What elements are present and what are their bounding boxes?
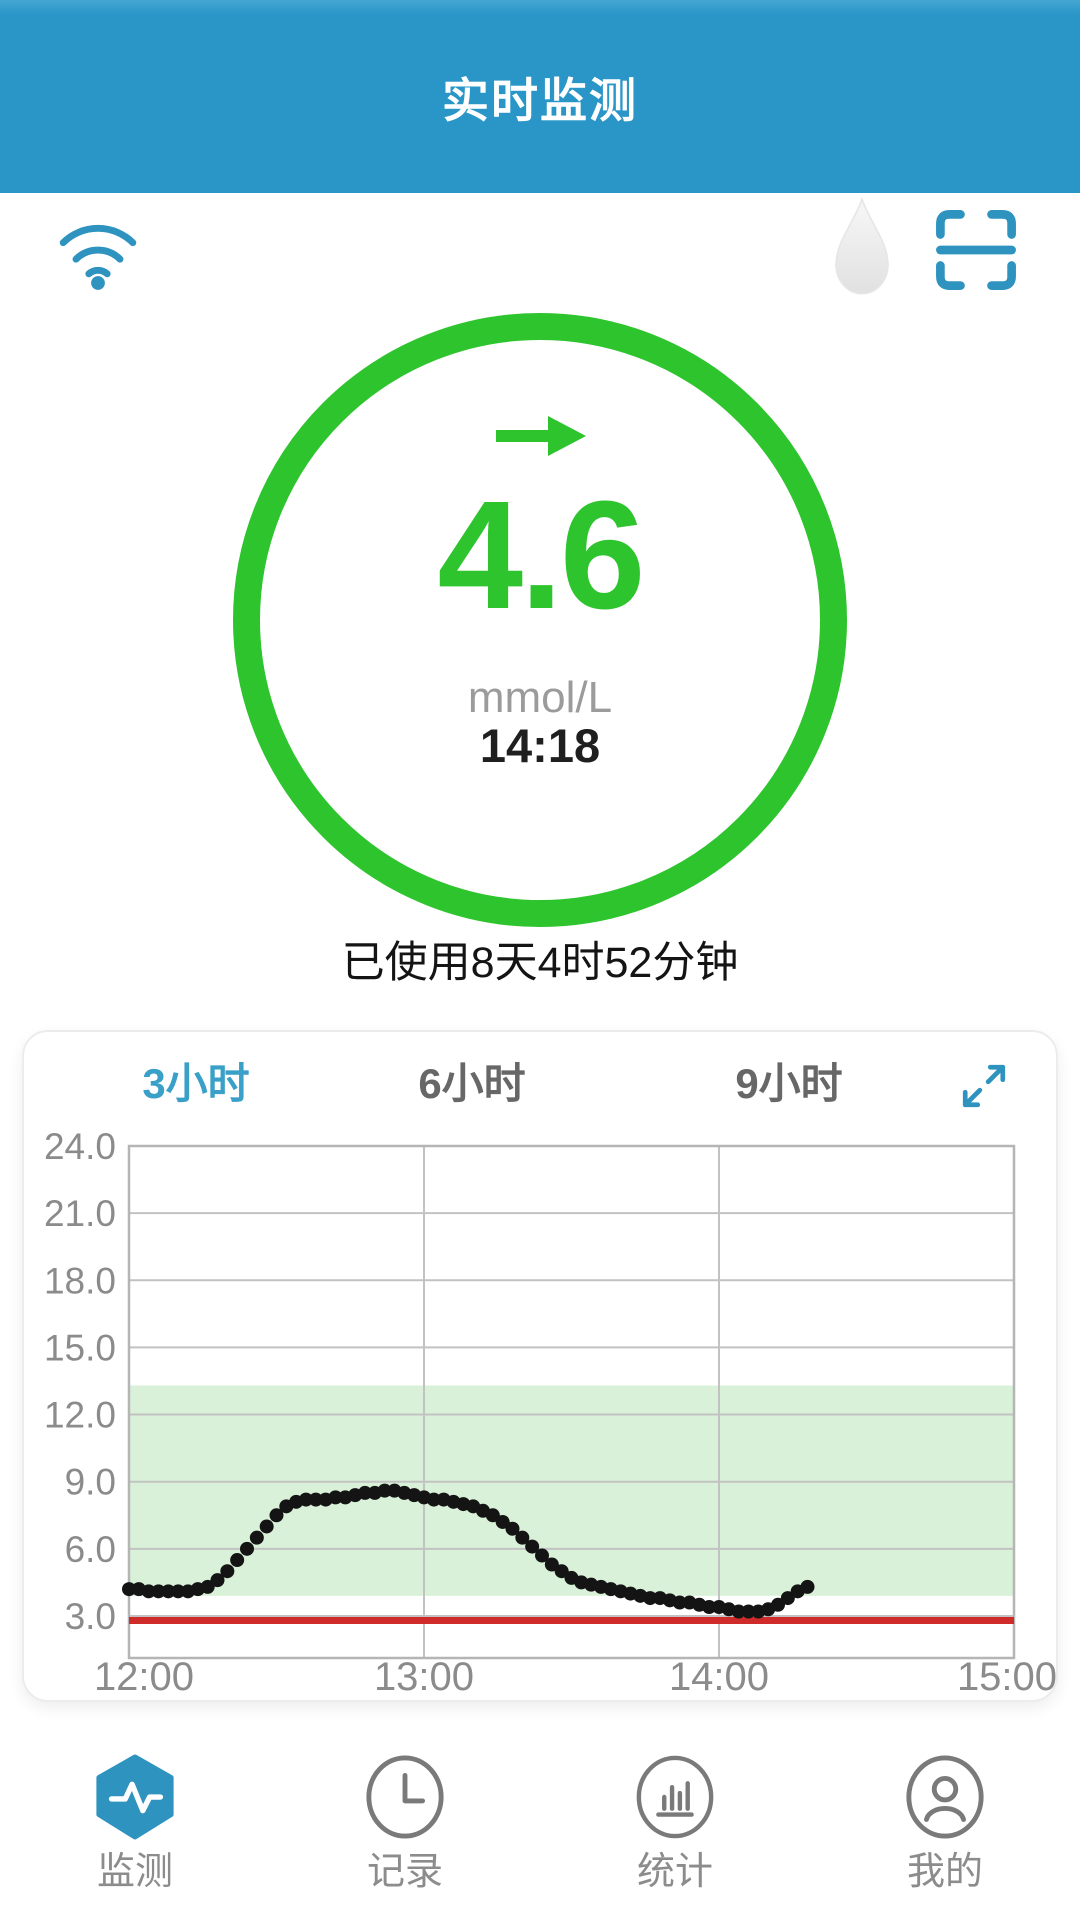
svg-text:6.0: 6.0 — [65, 1529, 116, 1570]
bar-chart-icon — [632, 1754, 718, 1840]
svg-text:21.0: 21.0 — [44, 1193, 116, 1234]
glucose-unit: mmol/L — [467, 673, 613, 722]
nav-item-profile[interactable]: 我的 — [810, 1738, 1080, 1920]
wifi-icon[interactable] — [54, 206, 142, 294]
nav-item-statistics[interactable]: 统计 — [540, 1738, 810, 1920]
glucose-chart[interactable]: 3.0 6.0 9.0 12.0 15.0 18.0 21.0 24.0 12:00 13:00 1… — [24, 1118, 1058, 1702]
page-title: 实时监测 — [442, 74, 638, 127]
bottom-navigation: 监测 记录 统计 — [0, 1738, 1080, 1920]
scan-icon[interactable] — [934, 208, 1018, 292]
clock-icon — [362, 1754, 448, 1840]
expand-chart-icon[interactable] — [960, 1062, 1008, 1110]
nav-item-records[interactable]: 记录 — [270, 1738, 540, 1920]
chart-card: 3小时 6小时 9小时 3.0 6.0 9.0 12.0 15.0 18.0 21.0 24.… — [22, 1030, 1058, 1702]
pulse-shield-icon — [92, 1754, 178, 1840]
glucose-gauge-ring: 4.6 mmol/L 14:18 — [233, 313, 847, 927]
svg-text:18.0: 18.0 — [44, 1260, 116, 1301]
svg-text:13:00: 13:00 — [374, 1655, 474, 1699]
tab-3-hours[interactable]: 3小时 — [142, 1060, 250, 1107]
svg-text:15.0: 15.0 — [44, 1327, 116, 1368]
nav-item-monitor[interactable]: 监测 — [0, 1738, 270, 1920]
nav-label-profile: 我的 — [906, 1851, 983, 1893]
svg-text:24.0: 24.0 — [44, 1126, 116, 1167]
svg-text:15:00: 15:00 — [957, 1655, 1057, 1699]
glucose-value: 4.6 — [437, 469, 645, 641]
nav-label-statistics: 统计 — [636, 1851, 713, 1893]
svg-text:3.0: 3.0 — [65, 1596, 116, 1637]
nav-label-records: 记录 — [366, 1851, 443, 1893]
app-header: 实时监测 — [0, 0, 1080, 193]
sensor-usage-text: 已使用8天4时52分钟 — [341, 939, 739, 987]
svg-text:14:00: 14:00 — [669, 1655, 769, 1699]
trend-steady-arrow-icon — [260, 412, 820, 460]
person-icon — [902, 1754, 988, 1840]
nav-label-monitor: 监测 — [96, 1851, 173, 1893]
tab-6-hours[interactable]: 6小时 — [418, 1060, 526, 1107]
svg-text:9.0: 9.0 — [65, 1462, 116, 1503]
tab-9-hours[interactable]: 9小时 — [735, 1060, 843, 1107]
sensor-drop-icon — [832, 196, 892, 300]
svg-text:12:00: 12:00 — [94, 1655, 194, 1699]
svg-text:12.0: 12.0 — [44, 1395, 116, 1436]
reading-time: 14:18 — [479, 719, 601, 772]
